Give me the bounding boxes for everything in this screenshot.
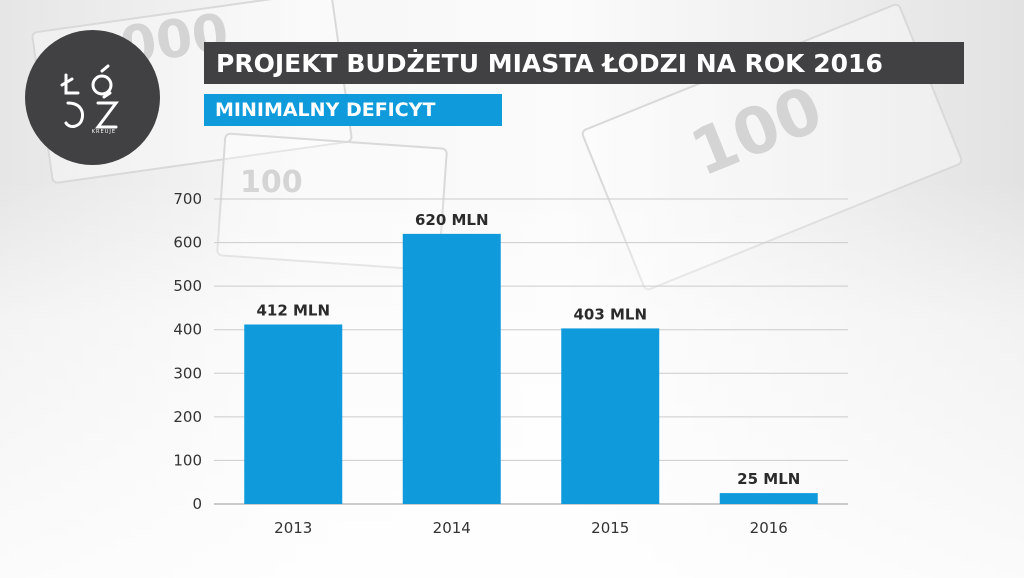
y-tick-label: 100	[173, 451, 202, 469]
lodz-logo-icon	[60, 64, 119, 128]
x-tick-label-2015: 2015	[591, 519, 629, 537]
bar-2016	[719, 493, 818, 504]
page-title: PROJEKT BUDŻETU MIASTA ŁODZI NA ROK 2016	[204, 42, 964, 84]
bar-2013	[244, 324, 343, 504]
y-tick-label: 300	[173, 364, 202, 382]
data-label-2015: 403 MLN	[573, 305, 647, 323]
lodz-logo: KREUJE	[25, 30, 160, 165]
page-subtitle: MINIMALNY DEFICYT	[204, 94, 502, 126]
y-tick-label: 400	[173, 321, 202, 339]
x-tick-label-2016: 2016	[750, 519, 788, 537]
logo-tagline: KREUJE	[91, 129, 116, 135]
data-label-2014: 620 MLN	[415, 211, 489, 229]
data-label-2016: 25 MLN	[737, 470, 800, 488]
y-tick-label: 200	[173, 408, 202, 426]
x-tick-label-2014: 2014	[433, 519, 471, 537]
y-tick-label: 0	[192, 495, 202, 513]
bar-2015	[561, 328, 660, 504]
y-tick-label: 500	[173, 277, 202, 295]
data-label-2013: 412 MLN	[256, 301, 330, 319]
y-tick-label: 600	[173, 234, 202, 252]
y-tick-label: 700	[173, 190, 202, 208]
bar-2014	[402, 233, 501, 504]
x-tick-label-2013: 2013	[274, 519, 312, 537]
